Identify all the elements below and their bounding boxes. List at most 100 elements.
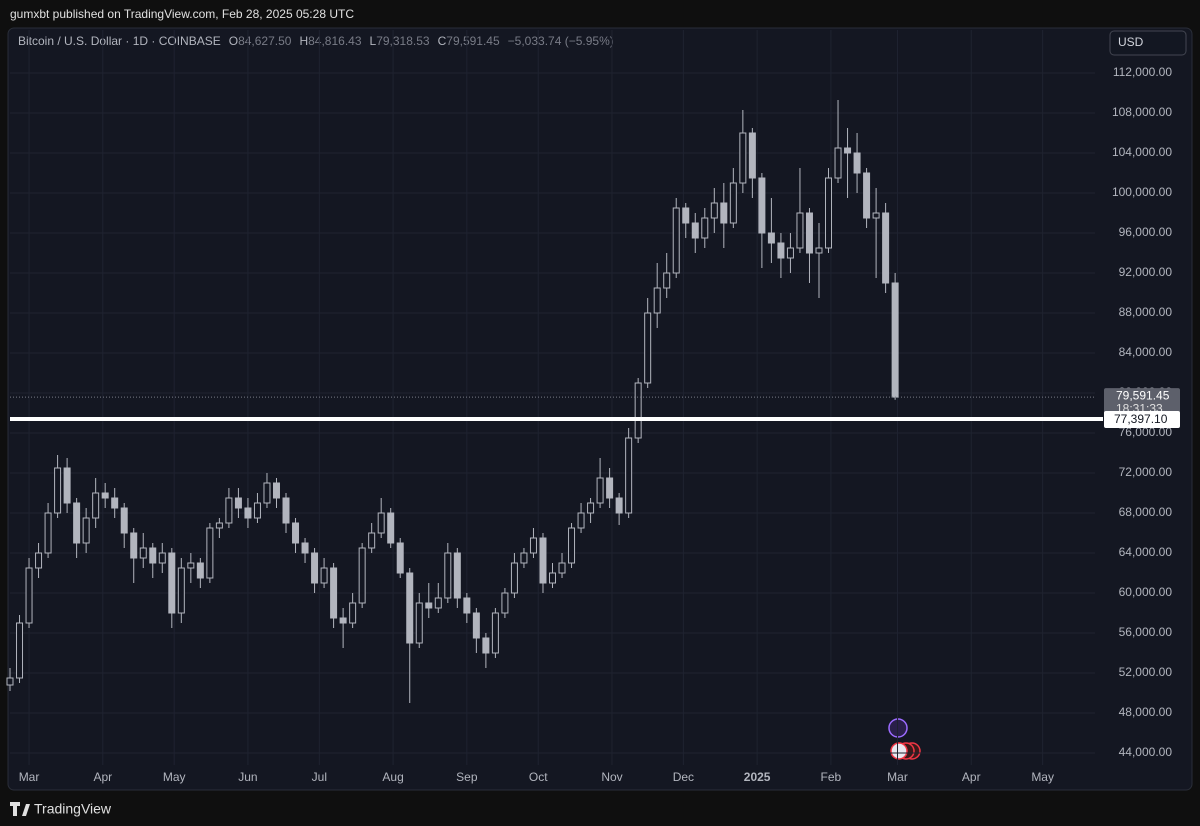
candle-body [444,552,452,599]
candle-body [177,567,185,614]
candle-body [415,602,423,644]
candle-body [6,677,14,686]
candle-body [406,572,414,644]
candle-body [872,212,880,219]
candle-body [739,132,747,184]
candle-body [234,497,242,509]
candle-body [472,612,480,639]
candle-body [377,512,385,534]
candle-body [301,542,309,554]
candle-body [844,147,852,154]
candle-body [748,132,756,179]
candle-body [292,522,300,544]
candle-body [425,602,433,609]
candle-body [187,562,195,569]
currency-button[interactable] [1109,30,1187,56]
candle-body [54,467,62,514]
candle-body [539,537,547,584]
candle-body [196,562,204,579]
candle-body [786,247,794,259]
candle-body [320,567,328,584]
y-tick-label: 112,000.00 [1113,65,1172,79]
candle-body [453,552,461,599]
x-tick-label: Oct [529,770,548,784]
candle-body [720,202,728,224]
candle-body [44,512,52,554]
c-value: 79,591.45 [446,34,500,48]
candle-body [767,232,775,244]
candle-body [758,177,766,234]
candle-body [73,502,81,544]
x-tick-label: Jun [238,770,257,784]
candle-body [777,242,785,259]
candle-body [558,562,566,574]
candle-body [606,477,614,499]
candle-body [529,537,537,554]
candle-body [710,202,718,219]
logo [10,802,30,816]
candle-body [25,567,33,624]
footer-brand: TradingView [34,801,112,817]
candle-body [853,152,861,174]
event-icon[interactable] [890,742,908,760]
candle-body [644,312,652,384]
candle-body [482,637,490,654]
candle-body [587,502,595,514]
candle-body [339,617,347,624]
y-tick-label: 104,000.00 [1112,145,1172,159]
candle-body [691,222,699,239]
candle-body [863,172,871,219]
candle-body [834,147,842,179]
chart-background [7,27,1193,791]
x-tick-label: Apr [93,770,112,784]
candle-body [825,177,833,249]
y-tick-label: 72,000.00 [1119,465,1173,479]
candle-body [330,567,338,619]
candle-body [634,382,642,439]
y-tick-label: 96,000.00 [1119,225,1173,239]
chart-title: Bitcoin / U.S. Dollar · 1D · COINBASE [18,34,221,48]
x-tick-label: Nov [601,770,622,784]
x-tick-label: Dec [673,770,694,784]
candle-body [805,212,813,254]
candle-body [168,552,176,614]
candle-body [244,507,252,519]
candle-body [568,527,576,564]
candle-body [815,247,823,254]
currency[interactable]: USD [1118,35,1144,49]
candle-body [253,502,261,519]
candle-body [701,217,709,239]
y-tick-label: 108,000.00 [1112,105,1172,119]
y-tick-label: 68,000.00 [1119,505,1173,519]
x-tick-label: Aug [382,770,403,784]
o-value: 84,627.50 [238,34,292,48]
x-tick-label: Apr [962,770,981,784]
change: −5,033.74 (−5.95%) [508,34,614,48]
candle-body [272,482,280,499]
x-tick-label: Feb [821,770,842,784]
y-tick-label: 88,000.00 [1119,305,1173,319]
x-tick-label: 2025 [744,770,771,784]
candle-body [501,592,509,614]
candle-body [491,612,499,654]
candle-body [358,547,366,604]
candle-body [882,212,890,284]
x-tick-label: Mar [19,770,40,784]
candle-body [653,287,661,314]
candle-body [130,532,138,559]
h-label: H [299,34,308,48]
c-label: C [438,34,447,48]
candle-body [434,597,442,609]
y-tick-label: 84,000.00 [1119,345,1173,359]
candle-body [92,492,100,519]
x-tick-label: May [163,770,186,784]
publisher-bar: gumxbt published on TradingView.com, Feb… [10,7,354,21]
candle-body [729,182,737,224]
candle-body [520,552,528,564]
candle-body [368,532,376,549]
candle-body [206,527,214,579]
candle-body [311,552,319,584]
candle-body [615,497,623,514]
y-tick-label: 60,000.00 [1119,585,1173,599]
